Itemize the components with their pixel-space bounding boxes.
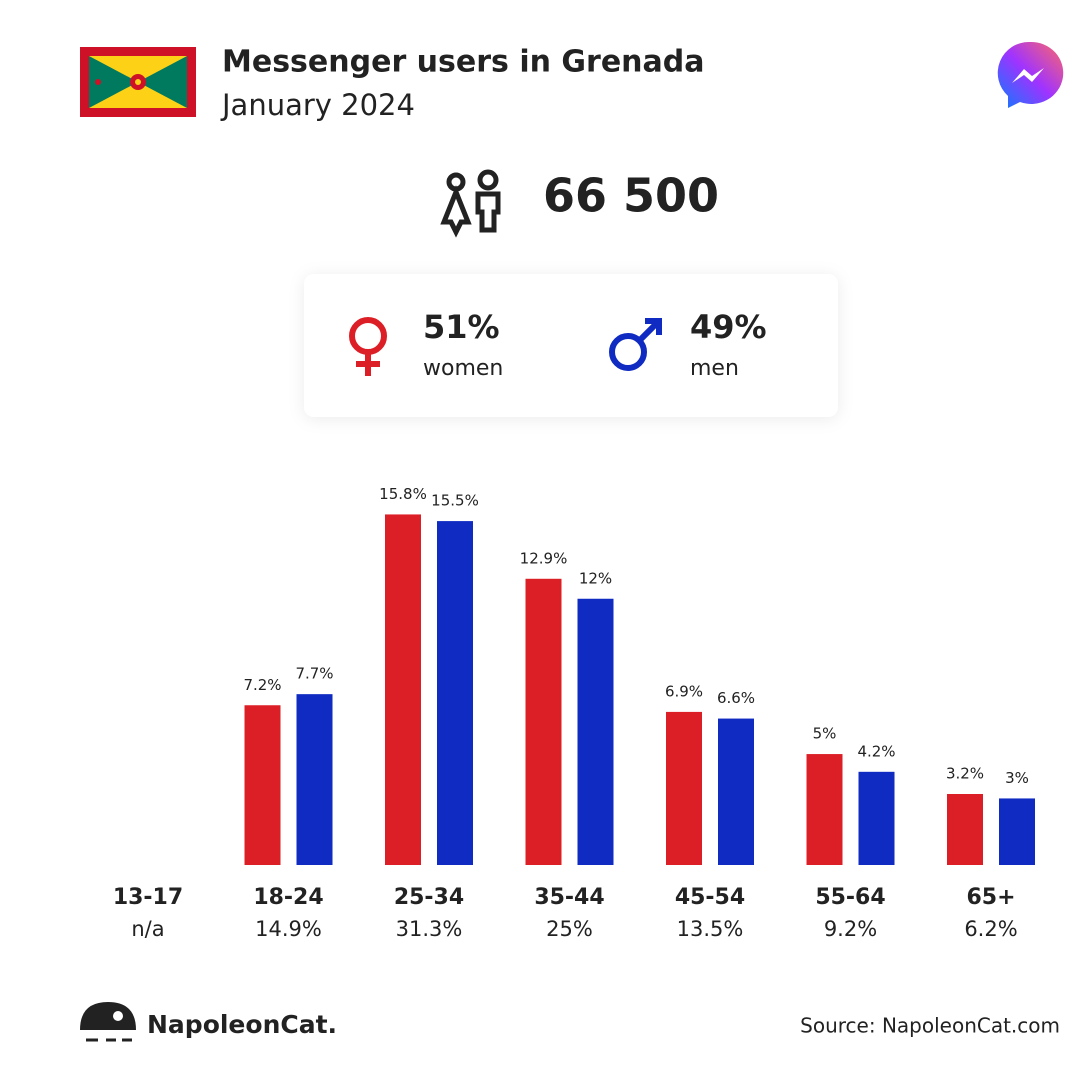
bar bbox=[577, 598, 614, 865]
value-label: 15.5% bbox=[431, 492, 479, 510]
age-group-label: 18-24 bbox=[253, 885, 323, 910]
value-label: 6.6% bbox=[717, 689, 755, 707]
age-group-total: 25% bbox=[546, 917, 593, 941]
total-users: 66 500 bbox=[543, 169, 719, 223]
age-group-label: 45-54 bbox=[675, 885, 745, 910]
age-group-total: 6.2% bbox=[964, 917, 1017, 941]
bar bbox=[437, 521, 473, 865]
value-label: 6.9% bbox=[665, 682, 703, 700]
bar bbox=[718, 718, 754, 865]
age-group-total: n/a bbox=[131, 917, 164, 941]
value-label: 15.8% bbox=[379, 485, 427, 503]
bar bbox=[999, 798, 1035, 865]
brand: NapoleonCat. bbox=[147, 1010, 337, 1039]
male-icon bbox=[609, 318, 662, 371]
bar bbox=[666, 711, 702, 865]
age-group-label: 25-34 bbox=[394, 885, 464, 910]
value-label: 3.2% bbox=[946, 765, 984, 783]
subtitle: January 2024 bbox=[220, 88, 415, 122]
age-group-label: 55-64 bbox=[815, 885, 885, 910]
bar bbox=[525, 578, 562, 865]
female-icon bbox=[349, 317, 387, 376]
value-label: 12.9% bbox=[520, 549, 568, 567]
brand-logo bbox=[80, 1002, 136, 1042]
value-label: 5% bbox=[813, 725, 837, 743]
value-label: 7.7% bbox=[295, 665, 333, 683]
value-label: 7.2% bbox=[243, 676, 281, 694]
value-label: 12% bbox=[579, 569, 612, 587]
value-label: 4.2% bbox=[857, 742, 895, 760]
bar bbox=[858, 771, 895, 865]
people-icon bbox=[440, 169, 501, 238]
age-group-total: 31.3% bbox=[396, 917, 463, 941]
bar bbox=[296, 694, 333, 865]
age-group-label: 13-17 bbox=[113, 885, 183, 910]
men-label: men bbox=[690, 356, 739, 381]
men-share: 49% bbox=[690, 308, 767, 346]
gender-card bbox=[304, 274, 838, 417]
flag bbox=[80, 47, 196, 117]
women-share: 51% bbox=[423, 308, 500, 346]
age-group-total: 9.2% bbox=[824, 917, 877, 941]
title: Messenger users in Grenada bbox=[222, 45, 705, 80]
source: Source: NapoleonCat.com bbox=[800, 1014, 1060, 1038]
bar bbox=[244, 705, 281, 865]
age-group-label: 65+ bbox=[966, 885, 1015, 910]
age-group-total: 14.9% bbox=[255, 917, 322, 941]
messenger-logo bbox=[997, 41, 1064, 108]
women-label: women bbox=[423, 356, 503, 381]
bar bbox=[947, 794, 983, 865]
bar bbox=[806, 754, 843, 865]
age-group-label: 35-44 bbox=[534, 885, 604, 910]
bar bbox=[385, 514, 421, 865]
age-group-total: 13.5% bbox=[677, 917, 744, 941]
value-label: 3% bbox=[1005, 769, 1029, 787]
